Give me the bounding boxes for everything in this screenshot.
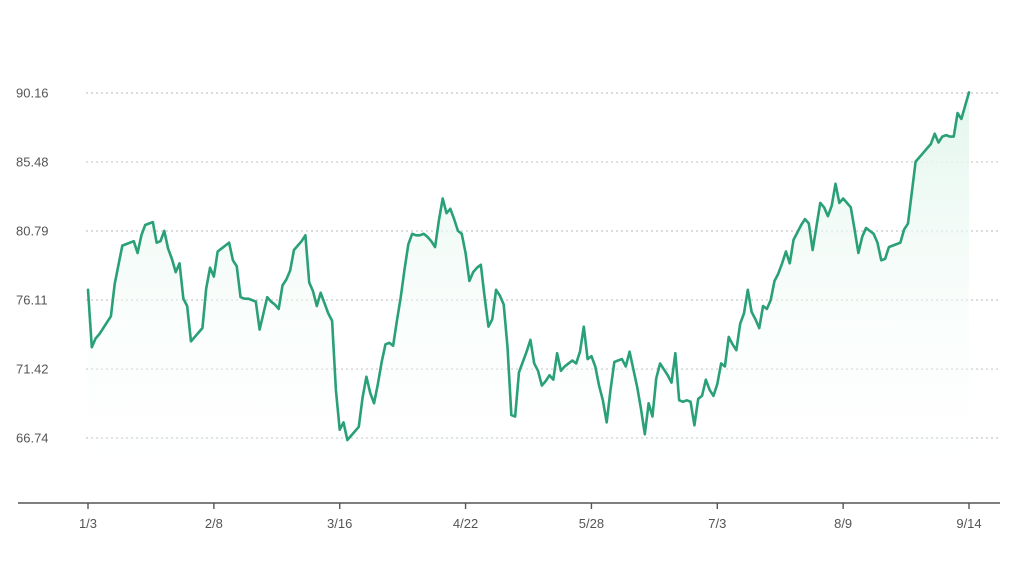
y-axis-ticks: 66.74 71.42 76.11 80.79 85.48 90.16	[16, 86, 49, 446]
y-tick-label-1: 71.42	[16, 362, 49, 377]
x-axis-ticks: 1/3 2/8 3/16 4/22 5/28 7/3 8/9 9/14	[79, 503, 982, 531]
y-tick-label-3: 80.79	[16, 224, 49, 239]
y-tick-label-5: 90.16	[16, 86, 49, 101]
x-tick-label-6: 8/9	[834, 516, 852, 531]
series-area	[88, 92, 969, 501]
x-tick-label-2: 3/16	[327, 516, 352, 531]
x-tick-label-7: 9/14	[956, 516, 981, 531]
x-tick-label-1: 2/8	[205, 516, 223, 531]
x-tick-label-4: 5/28	[579, 516, 604, 531]
x-tick-label-3: 4/22	[453, 516, 478, 531]
y-tick-label-4: 85.48	[16, 154, 49, 169]
y-tick-label-2: 76.11	[16, 292, 48, 307]
line-layer	[86, 91, 971, 442]
x-tick-label-0: 1/3	[79, 516, 97, 531]
y-tick-label-0: 66.74	[16, 431, 49, 446]
series-line	[86, 91, 971, 442]
x-tick-label-5: 7/3	[708, 516, 726, 531]
area-layer	[88, 92, 969, 501]
